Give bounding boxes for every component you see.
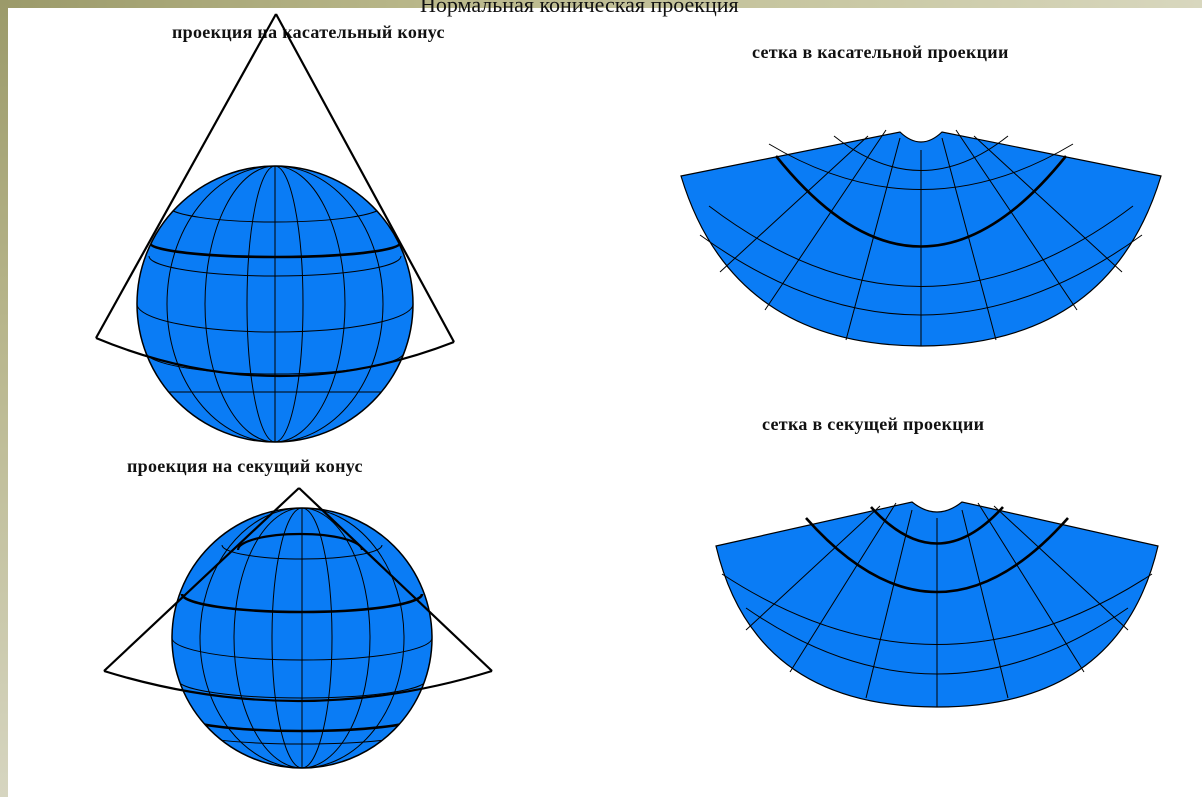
slide-title: Нормальная коническая проекция — [420, 0, 739, 17]
label-tangent-cone: проекция на касательный конус — [172, 22, 445, 42]
label-tangent-grid: сетка в касательной проекции — [752, 42, 1009, 62]
top-frame-bar — [0, 0, 1202, 8]
secant-cone — [103, 487, 493, 703]
tangent-grid-diagram — [680, 129, 1162, 347]
tangent-globe — [136, 165, 414, 443]
secant-grid-diagram — [715, 501, 1159, 708]
label-secant-cone: проекция на секущий конус — [127, 456, 363, 476]
secant-cone-diagram — [103, 487, 493, 769]
tangent-cone-diagram — [95, 13, 455, 443]
label-secant-grid: сетка в секущей проекции — [762, 414, 985, 434]
left-frame-bar — [0, 0, 8, 797]
tangent-cone — [95, 13, 455, 378]
secant-globe — [171, 507, 433, 769]
